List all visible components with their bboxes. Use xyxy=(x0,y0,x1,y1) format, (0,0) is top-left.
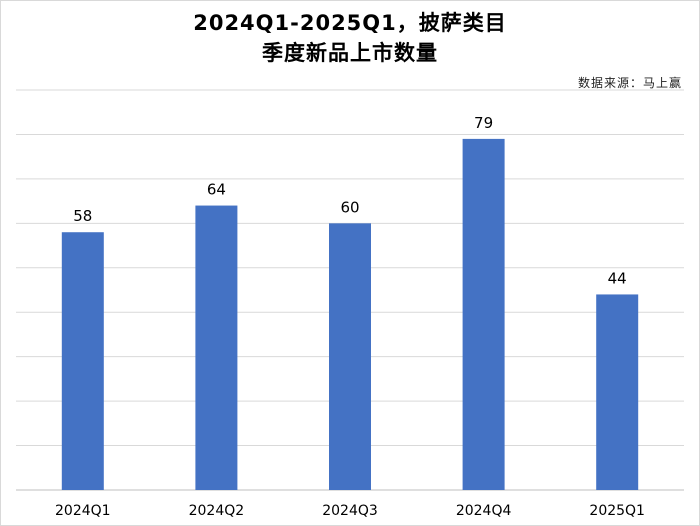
bar-2025Q1 xyxy=(596,294,639,490)
x-tick-label-2024Q4: 2024Q4 xyxy=(456,503,512,519)
data-label-2024Q3: 60 xyxy=(340,198,359,216)
chart-title: 2024Q1-2025Q1，披萨类目 季度新品上市数量 xyxy=(0,8,700,68)
bar-2024Q4 xyxy=(462,138,505,490)
data-label-2024Q1: 58 xyxy=(73,207,92,225)
bar-2024Q3 xyxy=(329,223,371,491)
bar-2024Q2 xyxy=(195,205,238,491)
data-source-note: 数据来源：马上赢 xyxy=(577,76,682,90)
x-tick-label-2024Q2: 2024Q2 xyxy=(189,503,245,519)
bar-2024Q1 xyxy=(61,232,104,490)
x-tick-label-2024Q3: 2024Q3 xyxy=(322,503,378,519)
data-label-2024Q4: 79 xyxy=(474,114,493,132)
data-label-2024Q2: 64 xyxy=(207,181,226,199)
data-label-2025Q1: 44 xyxy=(608,269,627,287)
x-tick-label-2025Q1: 2025Q1 xyxy=(589,503,645,519)
chart-title-line-2: 季度新品上市数量 xyxy=(262,41,438,65)
chart-title-line-1: 2024Q1-2025Q1，披萨类目 xyxy=(193,11,507,35)
x-tick-label-2024Q1: 2024Q1 xyxy=(55,503,111,519)
